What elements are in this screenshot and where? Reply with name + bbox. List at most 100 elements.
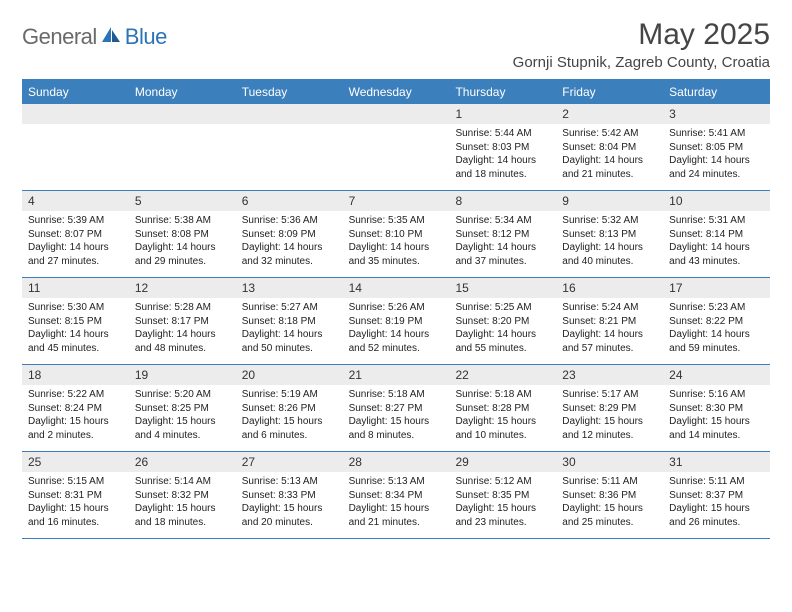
day-body: Sunrise: 5:19 AMSunset: 8:26 PMDaylight:… [236,385,343,446]
day-body: Sunrise: 5:34 AMSunset: 8:12 PMDaylight:… [449,211,556,272]
day-cell: 7Sunrise: 5:35 AMSunset: 8:10 PMDaylight… [343,191,450,277]
day-body [236,124,343,178]
day-body: Sunrise: 5:28 AMSunset: 8:17 PMDaylight:… [129,298,236,359]
day-number: 23 [556,365,663,385]
weekday-header: Tuesday [236,80,343,104]
daylight-text: Daylight: 14 hours and 29 minutes. [135,241,230,268]
sunset-text: Sunset: 8:28 PM [455,402,550,416]
day-cell: 6Sunrise: 5:36 AMSunset: 8:09 PMDaylight… [236,191,343,277]
week-row: 11Sunrise: 5:30 AMSunset: 8:15 PMDayligh… [22,278,770,365]
sunset-text: Sunset: 8:14 PM [669,228,764,242]
daylight-text: Daylight: 14 hours and 32 minutes. [242,241,337,268]
day-number: 20 [236,365,343,385]
sunrise-text: Sunrise: 5:34 AM [455,214,550,228]
sunset-text: Sunset: 8:10 PM [349,228,444,242]
weekday-header: Wednesday [343,80,450,104]
week-row: 4Sunrise: 5:39 AMSunset: 8:07 PMDaylight… [22,191,770,278]
sunset-text: Sunset: 8:30 PM [669,402,764,416]
sunrise-text: Sunrise: 5:24 AM [562,301,657,315]
day-number: 22 [449,365,556,385]
day-cell: 29Sunrise: 5:12 AMSunset: 8:35 PMDayligh… [449,452,556,538]
sunset-text: Sunset: 8:03 PM [455,141,550,155]
day-cell: 22Sunrise: 5:18 AMSunset: 8:28 PMDayligh… [449,365,556,451]
weeks-container: 1Sunrise: 5:44 AMSunset: 8:03 PMDaylight… [22,104,770,539]
day-cell: 3Sunrise: 5:41 AMSunset: 8:05 PMDaylight… [663,104,770,190]
day-cell [236,104,343,190]
day-cell: 2Sunrise: 5:42 AMSunset: 8:04 PMDaylight… [556,104,663,190]
day-cell: 28Sunrise: 5:13 AMSunset: 8:34 PMDayligh… [343,452,450,538]
day-body: Sunrise: 5:30 AMSunset: 8:15 PMDaylight:… [22,298,129,359]
day-cell: 31Sunrise: 5:11 AMSunset: 8:37 PMDayligh… [663,452,770,538]
week-row: 1Sunrise: 5:44 AMSunset: 8:03 PMDaylight… [22,104,770,191]
day-cell: 17Sunrise: 5:23 AMSunset: 8:22 PMDayligh… [663,278,770,364]
weekday-header: Saturday [663,80,770,104]
daylight-text: Daylight: 15 hours and 18 minutes. [135,502,230,529]
day-cell: 12Sunrise: 5:28 AMSunset: 8:17 PMDayligh… [129,278,236,364]
daylight-text: Daylight: 15 hours and 14 minutes. [669,415,764,442]
daylight-text: Daylight: 14 hours and 50 minutes. [242,328,337,355]
day-cell: 24Sunrise: 5:16 AMSunset: 8:30 PMDayligh… [663,365,770,451]
weekday-header-row: Sunday Monday Tuesday Wednesday Thursday… [22,80,770,104]
sunrise-text: Sunrise: 5:36 AM [242,214,337,228]
day-body: Sunrise: 5:44 AMSunset: 8:03 PMDaylight:… [449,124,556,185]
sunrise-text: Sunrise: 5:16 AM [669,388,764,402]
day-number: 10 [663,191,770,211]
sunset-text: Sunset: 8:27 PM [349,402,444,416]
day-body [22,124,129,178]
day-number: 17 [663,278,770,298]
day-number: 26 [129,452,236,472]
day-body: Sunrise: 5:13 AMSunset: 8:33 PMDaylight:… [236,472,343,533]
logo: General Blue [22,24,167,50]
sunrise-text: Sunrise: 5:35 AM [349,214,444,228]
day-number [22,104,129,124]
daylight-text: Daylight: 14 hours and 40 minutes. [562,241,657,268]
sunset-text: Sunset: 8:19 PM [349,315,444,329]
daylight-text: Daylight: 14 hours and 27 minutes. [28,241,123,268]
daylight-text: Daylight: 15 hours and 6 minutes. [242,415,337,442]
day-cell: 15Sunrise: 5:25 AMSunset: 8:20 PMDayligh… [449,278,556,364]
daylight-text: Daylight: 15 hours and 25 minutes. [562,502,657,529]
daylight-text: Daylight: 14 hours and 48 minutes. [135,328,230,355]
week-row: 18Sunrise: 5:22 AMSunset: 8:24 PMDayligh… [22,365,770,452]
sunset-text: Sunset: 8:12 PM [455,228,550,242]
daylight-text: Daylight: 14 hours and 52 minutes. [349,328,444,355]
sunset-text: Sunset: 8:07 PM [28,228,123,242]
day-number: 2 [556,104,663,124]
sunset-text: Sunset: 8:35 PM [455,489,550,503]
sunrise-text: Sunrise: 5:31 AM [669,214,764,228]
sunset-text: Sunset: 8:25 PM [135,402,230,416]
day-number: 5 [129,191,236,211]
daylight-text: Daylight: 15 hours and 23 minutes. [455,502,550,529]
day-body: Sunrise: 5:35 AMSunset: 8:10 PMDaylight:… [343,211,450,272]
day-number: 15 [449,278,556,298]
day-number: 24 [663,365,770,385]
sunrise-text: Sunrise: 5:15 AM [28,475,123,489]
calendar-page: General Blue May 2025 Gornji Stupnik, Za… [0,0,792,551]
weekday-header: Monday [129,80,236,104]
daylight-text: Daylight: 14 hours and 37 minutes. [455,241,550,268]
sunrise-text: Sunrise: 5:23 AM [669,301,764,315]
day-body: Sunrise: 5:26 AMSunset: 8:19 PMDaylight:… [343,298,450,359]
day-body: Sunrise: 5:11 AMSunset: 8:37 PMDaylight:… [663,472,770,533]
day-cell: 21Sunrise: 5:18 AMSunset: 8:27 PMDayligh… [343,365,450,451]
day-cell: 11Sunrise: 5:30 AMSunset: 8:15 PMDayligh… [22,278,129,364]
day-body: Sunrise: 5:13 AMSunset: 8:34 PMDaylight:… [343,472,450,533]
day-body: Sunrise: 5:16 AMSunset: 8:30 PMDaylight:… [663,385,770,446]
daylight-text: Daylight: 15 hours and 10 minutes. [455,415,550,442]
daylight-text: Daylight: 14 hours and 21 minutes. [562,154,657,181]
day-body: Sunrise: 5:31 AMSunset: 8:14 PMDaylight:… [663,211,770,272]
day-number: 4 [22,191,129,211]
day-cell: 1Sunrise: 5:44 AMSunset: 8:03 PMDaylight… [449,104,556,190]
day-cell: 25Sunrise: 5:15 AMSunset: 8:31 PMDayligh… [22,452,129,538]
day-number: 8 [449,191,556,211]
day-body: Sunrise: 5:42 AMSunset: 8:04 PMDaylight:… [556,124,663,185]
sunset-text: Sunset: 8:22 PM [669,315,764,329]
logo-text-1: General [22,24,97,50]
sunrise-text: Sunrise: 5:28 AM [135,301,230,315]
day-body: Sunrise: 5:18 AMSunset: 8:27 PMDaylight:… [343,385,450,446]
daylight-text: Daylight: 15 hours and 20 minutes. [242,502,337,529]
sunrise-text: Sunrise: 5:26 AM [349,301,444,315]
day-body: Sunrise: 5:32 AMSunset: 8:13 PMDaylight:… [556,211,663,272]
day-body: Sunrise: 5:39 AMSunset: 8:07 PMDaylight:… [22,211,129,272]
day-body: Sunrise: 5:14 AMSunset: 8:32 PMDaylight:… [129,472,236,533]
